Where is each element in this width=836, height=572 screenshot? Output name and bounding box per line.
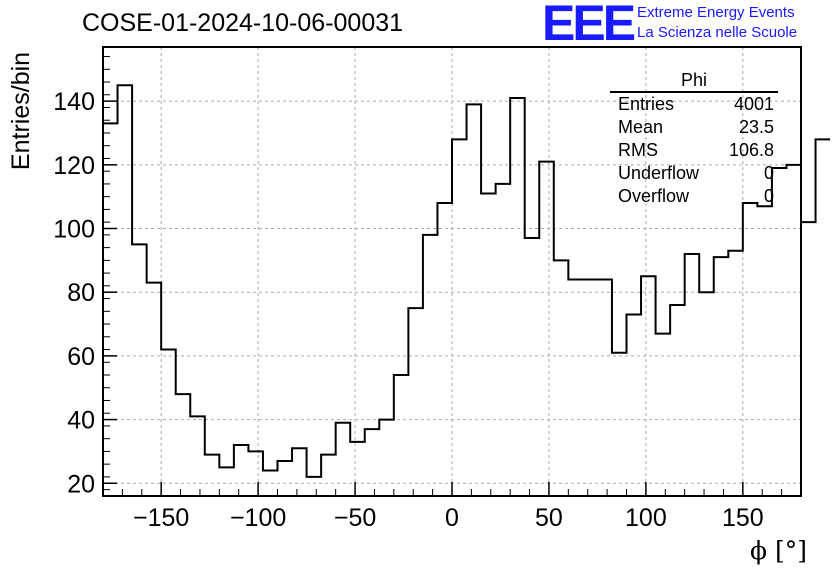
axis-ticks: [103, 56, 783, 496]
stats-row: RMS 106.8: [610, 139, 778, 162]
stats-value: 0: [763, 186, 774, 206]
y-axis-label: Entries/bin: [7, 51, 35, 171]
x-tick-label: −150: [133, 504, 189, 532]
stats-row: Underflow 0: [610, 162, 778, 185]
stats-label: Entries: [618, 94, 675, 114]
y-tick-label: 140: [53, 88, 95, 116]
y-tick-label: 80: [67, 279, 95, 307]
logo-subtitle-2: La Scienza nelle Scuole: [637, 24, 798, 41]
y-tick-label: 40: [67, 407, 95, 435]
stats-value: 23.5: [738, 117, 774, 137]
x-tick-label: 0: [445, 504, 459, 532]
y-tick-label: 120: [53, 152, 95, 180]
stats-row: Mean 23.5: [610, 116, 778, 139]
stats-label: RMS: [618, 140, 658, 160]
x-tick-label: −50: [334, 504, 376, 532]
y-tick-label: 100: [53, 216, 95, 244]
stats-label: Overflow: [618, 186, 690, 206]
histogram-line: [103, 84, 831, 478]
x-tick-label: 100: [625, 504, 667, 532]
y-tick-label: 20: [67, 470, 95, 498]
stats-title: Phi: [610, 70, 778, 93]
x-tick-label: 150: [722, 504, 764, 532]
x-tick-label: 50: [535, 504, 563, 532]
stats-value: 4001: [733, 94, 774, 114]
eee-logo: EEE: [542, 0, 636, 51]
grid-lines: [103, 47, 801, 496]
x-axis-label: ϕ [°]: [750, 536, 807, 565]
x-tick-label: −100: [230, 504, 286, 532]
stats-row: Entries 4001: [610, 93, 778, 116]
y-tick-label: 60: [67, 343, 95, 371]
chart-title: COSE-01-2024-10-06-00031: [82, 9, 404, 37]
plot-frame: [102, 46, 802, 497]
tick-labels: −150 −100 −50 0 50 100 150 20 40 60 80 100 120 140: [53, 88, 763, 532]
stats-value: 106.8: [728, 140, 774, 160]
stats-label: Underflow: [618, 163, 700, 183]
stats-box: Phi Entries 4001 Mean 23.5 RMS 106.8 Underf…: [610, 70, 778, 208]
stats-row: Overflow 0: [610, 185, 778, 208]
stats-value: 0: [763, 163, 774, 183]
logo-subtitle-1: Extreme Energy Events: [637, 4, 795, 21]
stats-label: Mean: [618, 117, 664, 137]
